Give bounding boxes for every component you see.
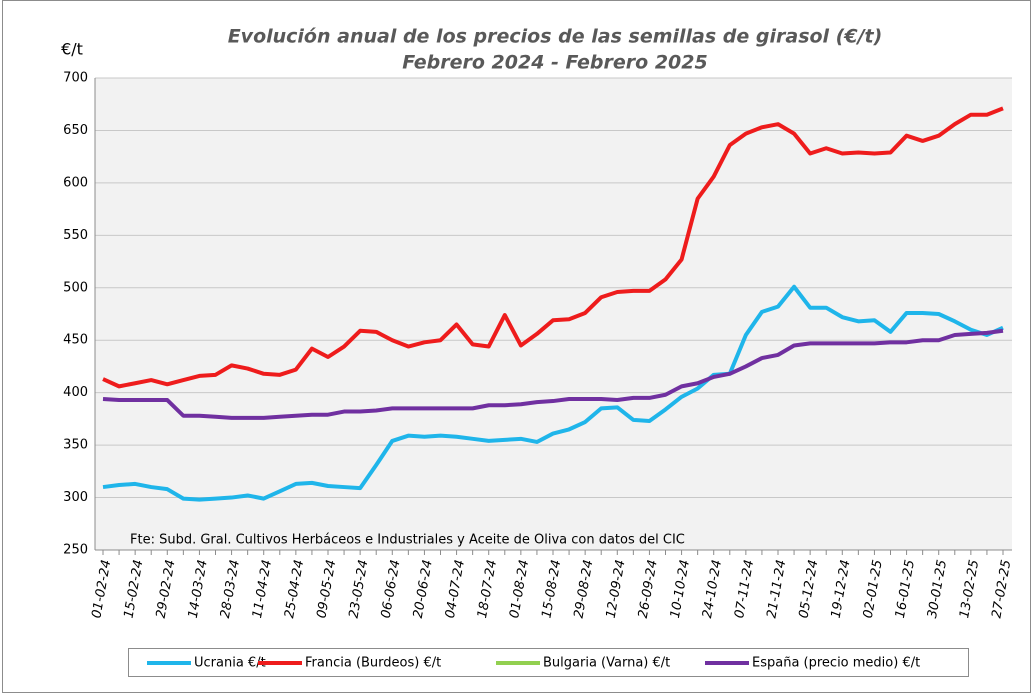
y-tick-label: 300 — [63, 490, 88, 505]
series-line — [102, 106, 1004, 389]
y-tick-label: 350 — [63, 438, 88, 453]
y-tick-label: 700 — [63, 71, 88, 86]
y-axis-label: €/t — [61, 40, 83, 59]
chart-subtitle: Febrero 2024 - Febrero 2025 — [402, 52, 707, 74]
series-line — [102, 328, 1004, 420]
y-tick-label: 500 — [63, 280, 88, 295]
legend-label: Ucrania €/t — [194, 656, 266, 671]
legend-label: Francia (Burdeos) €/t — [305, 656, 441, 671]
y-tick-label: 250 — [63, 543, 88, 558]
y-tick-label: 400 — [63, 385, 88, 400]
y-tick-label: 550 — [63, 228, 88, 243]
plot-area — [95, 78, 1012, 550]
y-tick-label: 450 — [63, 333, 88, 348]
annotation: Fte: Subd. Gral. Cultivos Herbáceos e In… — [130, 533, 685, 548]
legend-label: Bulgaria (Varna) €/t — [543, 656, 670, 671]
y-tick-label: 650 — [63, 123, 88, 138]
y-tick-label: 600 — [63, 175, 88, 190]
chart-title: Evolución anual de los precios de las se… — [228, 26, 883, 48]
series-line — [102, 284, 1004, 502]
legend-label: España (precio medio) €/t — [752, 656, 920, 671]
